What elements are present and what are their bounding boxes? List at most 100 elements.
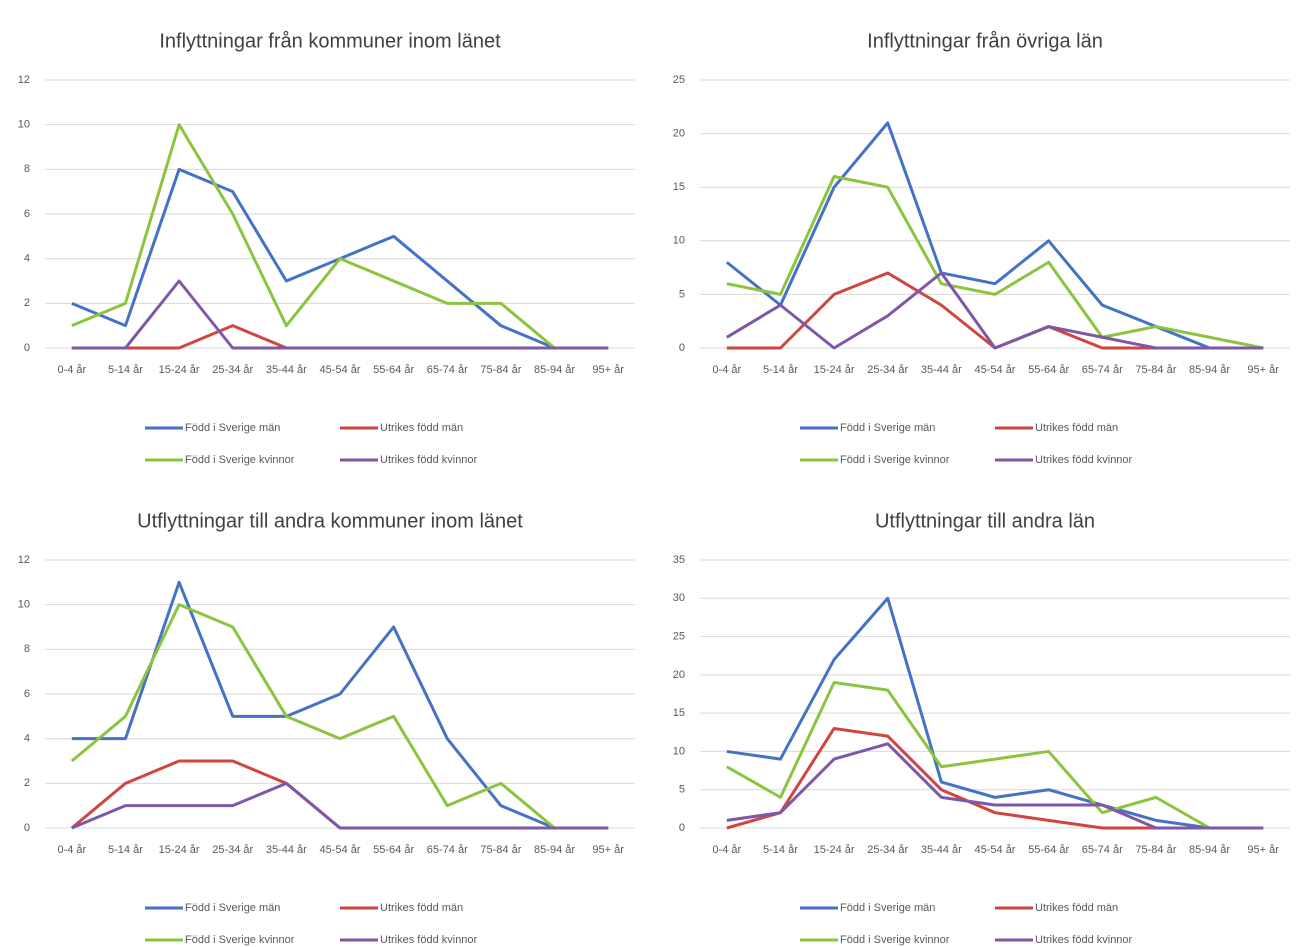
y-tick-label: 2 xyxy=(24,297,30,309)
series-line xyxy=(726,271,1264,350)
x-tick-label: 45-54 år xyxy=(320,364,361,376)
x-tick-label: 95+ år xyxy=(1247,364,1279,376)
legend-entry: Född i Sverige män xyxy=(145,902,280,914)
legend-entry: Utrikes född män xyxy=(995,902,1118,914)
x-tick-label: 25-34 år xyxy=(212,364,253,376)
legend-entry: Utrikes född män xyxy=(340,422,463,434)
y-tick-label: 4 xyxy=(24,733,30,745)
y-tick-label: 0 xyxy=(24,342,30,354)
series-line xyxy=(726,174,1264,350)
x-tick-label: 55-64 år xyxy=(373,844,414,856)
x-tick-label: 85-94 år xyxy=(1189,364,1230,376)
x-tick-label: 75-84 år xyxy=(480,364,521,376)
x-tick-label: 5-14 år xyxy=(108,364,143,376)
legend-label: Född i Sverige män xyxy=(185,902,280,914)
legend-entry: Utrikes född kvinnor xyxy=(995,454,1133,466)
x-tick-label: 25-34 år xyxy=(867,364,908,376)
legend-label: Född i Sverige kvinnor xyxy=(185,454,295,466)
x-tick-label: 75-84 år xyxy=(1135,844,1176,856)
series-line xyxy=(726,681,1264,830)
chart-title: Inflyttningar från kommuner inom länet xyxy=(159,30,501,52)
series-line xyxy=(725,121,1264,350)
x-tick-label: 25-34 år xyxy=(212,844,253,856)
legend-label: Född i Sverige kvinnor xyxy=(840,454,950,466)
y-tick-label: 2 xyxy=(24,777,30,789)
x-tick-label: 45-54 år xyxy=(320,844,361,856)
legend-entry: Utrikes född kvinnor xyxy=(340,454,478,466)
chart: Inflyttningar från kommuner inom länet 0 2… xyxy=(18,30,635,466)
x-tick-label: 5-14 år xyxy=(108,844,143,856)
legend-label: Född i Sverige kvinnor xyxy=(185,934,295,946)
x-tick-label: 65-74 år xyxy=(427,844,468,856)
x-tick-label: 95+ år xyxy=(592,364,624,376)
legend-entry: Född i Sverige kvinnor xyxy=(145,934,295,946)
x-tick-label: 25-34 år xyxy=(867,844,908,856)
y-tick-label: 10 xyxy=(18,119,30,131)
y-tick-label: 12 xyxy=(18,554,30,566)
chart: Inflyttningar från övriga län 0 5 10 15 20 25 0… xyxy=(673,30,1290,466)
chart: Utflyttningar till andra kommuner inom l… xyxy=(18,510,635,946)
y-tick-label: 12 xyxy=(18,74,30,86)
x-tick-label: 0-4 år xyxy=(57,364,86,376)
x-tick-label: 0-4 år xyxy=(712,844,741,856)
legend-label: Utrikes född män xyxy=(1035,902,1118,914)
legend-label: Utrikes född kvinnor xyxy=(380,454,478,466)
y-tick-label: 8 xyxy=(24,163,30,175)
y-tick-label: 5 xyxy=(679,784,685,796)
x-tick-label: 65-74 år xyxy=(1082,364,1123,376)
x-tick-label: 5-14 år xyxy=(763,364,798,376)
x-tick-label: 15-24 år xyxy=(159,364,200,376)
x-tick-label: 95+ år xyxy=(592,844,624,856)
legend-entry: Född i Sverige män xyxy=(800,902,935,914)
legend-label: Utrikes född kvinnor xyxy=(1035,934,1133,946)
y-tick-label: 25 xyxy=(673,630,685,642)
series-line xyxy=(726,742,1264,830)
y-tick-label: 35 xyxy=(673,554,685,566)
x-tick-label: 65-74 år xyxy=(1082,844,1123,856)
chart-title: Utflyttningar till andra kommuner inom l… xyxy=(137,510,523,532)
chart-title: Utflyttningar till andra län xyxy=(875,510,1095,532)
y-tick-label: 0 xyxy=(24,822,30,834)
y-tick-label: 8 xyxy=(24,643,30,655)
x-tick-label: 15-24 år xyxy=(814,364,855,376)
x-tick-label: 35-44 år xyxy=(921,364,962,376)
y-tick-label: 10 xyxy=(673,235,685,247)
series-line xyxy=(70,603,609,830)
y-tick-label: 15 xyxy=(673,707,685,719)
y-tick-label: 15 xyxy=(673,181,685,193)
chart-title: Inflyttningar från övriga län xyxy=(867,30,1103,52)
y-tick-label: 25 xyxy=(673,74,685,86)
x-tick-label: 15-24 år xyxy=(159,844,200,856)
x-tick-label: 85-94 år xyxy=(534,364,575,376)
x-tick-label: 35-44 år xyxy=(921,844,962,856)
y-tick-label: 0 xyxy=(679,342,685,354)
legend-entry: Utrikes född män xyxy=(340,902,463,914)
series-line xyxy=(726,596,1264,830)
x-tick-label: 55-64 år xyxy=(1028,844,1069,856)
legend-entry: Utrikes född kvinnor xyxy=(995,934,1133,946)
series-line xyxy=(71,123,609,350)
x-tick-label: 35-44 år xyxy=(266,364,307,376)
x-tick-label: 0-4 år xyxy=(712,364,741,376)
x-tick-label: 45-54 år xyxy=(975,364,1016,376)
legend-label: Född i Sverige kvinnor xyxy=(840,934,950,946)
legend-entry: Född i Sverige kvinnor xyxy=(800,934,950,946)
x-tick-label: 85-94 år xyxy=(1189,844,1230,856)
y-tick-label: 6 xyxy=(24,208,30,220)
legend-label: Utrikes född män xyxy=(380,422,463,434)
legend-label: Född i Sverige män xyxy=(185,422,280,434)
y-tick-label: 10 xyxy=(673,745,685,757)
y-tick-label: 20 xyxy=(673,669,685,681)
y-tick-label: 5 xyxy=(679,288,685,300)
series-line xyxy=(71,580,609,830)
x-tick-label: 65-74 år xyxy=(427,364,468,376)
chart: Utflyttningar till andra län 0 5 10 15 20 25 30… xyxy=(673,510,1290,946)
legend-entry: Född i Sverige kvinnor xyxy=(800,454,950,466)
x-tick-label: 45-54 år xyxy=(975,844,1016,856)
y-tick-label: 0 xyxy=(679,822,685,834)
y-tick-label: 10 xyxy=(18,599,30,611)
legend-label: Utrikes född kvinnor xyxy=(1035,454,1133,466)
legend-entry: Född i Sverige kvinnor xyxy=(145,454,295,466)
series-line xyxy=(71,781,609,830)
